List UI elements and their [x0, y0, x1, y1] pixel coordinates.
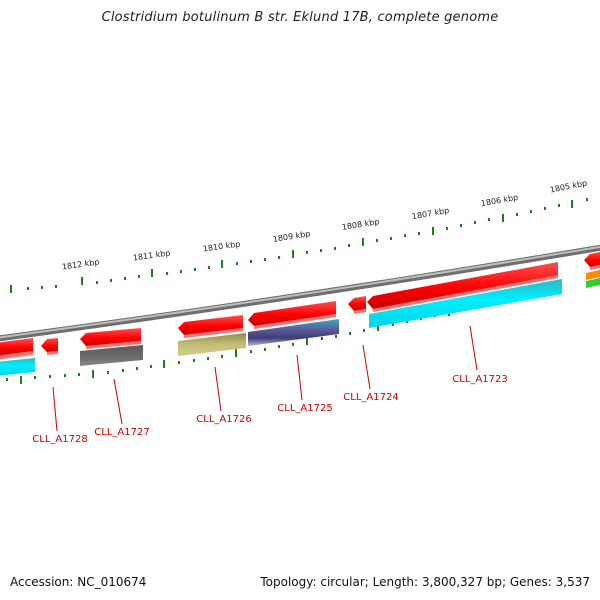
- cog-block-left-edge[interactable]: [0, 358, 35, 376]
- scale-label-1807: 1807 kbp: [411, 206, 450, 221]
- cog-block-right-edge-green[interactable]: [586, 277, 600, 288]
- strand-features: [0, 251, 600, 360]
- gene-label-cll-a1725: CLL_A1725: [277, 403, 332, 414]
- scale-labels: 1812 kbp 1811 kbp 1810 kbp 1809 kbp 1808…: [61, 179, 588, 272]
- scale-minor-ticks-outer: [27, 198, 588, 290]
- scale-major-ticks-outer: [10, 200, 573, 293]
- scale-label-1810: 1810 kbp: [202, 239, 241, 253]
- scale-label-1805: 1805 kbp: [549, 179, 588, 195]
- scale-label-1811: 1811 kbp: [132, 248, 171, 262]
- gene-label-cll-a1727: CLL_A1727: [94, 427, 149, 438]
- scale-label-1806: 1806 kbp: [480, 193, 519, 208]
- map-title: Clostridium botulinum B str. Eklund 17B,…: [101, 10, 499, 25]
- gene-arrow-cll-a1723[interactable]: [367, 262, 558, 309]
- scale-label-1808: 1808 kbp: [341, 217, 380, 232]
- gene-arrow-right-edge[interactable]: [584, 251, 600, 267]
- topology-info: Topology: circular; Length: 3,800,327 bp…: [260, 575, 590, 589]
- gene-leader-lines: [52, 325, 478, 432]
- scale-label-1809: 1809 kbp: [272, 229, 311, 244]
- gene-arrow-cll-a1726[interactable]: [178, 315, 243, 335]
- cog-features: [0, 269, 600, 376]
- cog-block-cll-a1727[interactable]: [80, 345, 143, 366]
- accession-info: Accession: NC_010674: [10, 575, 147, 589]
- gene-label-cll-a1726: CLL_A1726: [196, 414, 251, 425]
- cog-block-cll-a1723[interactable]: [369, 279, 562, 328]
- gene-arrow-cll-a1727[interactable]: [80, 328, 141, 346]
- gene-label-cll-a1728: CLL_A1728: [32, 434, 87, 445]
- genome-backbone: [0, 244, 600, 342]
- cog-block-cll-a1725[interactable]: [248, 319, 339, 346]
- gene-labels: CLL_A1728 CLL_A1727 CLL_A1726 CLL_A1725 …: [32, 374, 507, 445]
- gene-arrow-cll-a1728[interactable]: [41, 338, 58, 352]
- cog-block-right-edge-orange[interactable]: [586, 269, 600, 280]
- gene-label-cll-a1723: CLL_A1723: [452, 374, 507, 385]
- scale-label-1812: 1812 kbp: [61, 257, 100, 271]
- gene-arrow-cll-a1725[interactable]: [248, 301, 336, 326]
- cog-block-cll-a1726[interactable]: [178, 333, 246, 356]
- gene-arrow-cll-a1724[interactable]: [348, 296, 366, 311]
- gene-label-cll-a1724: CLL_A1724: [343, 392, 398, 403]
- gene-arrow-cll-a1728-left[interactable]: [0, 338, 33, 356]
